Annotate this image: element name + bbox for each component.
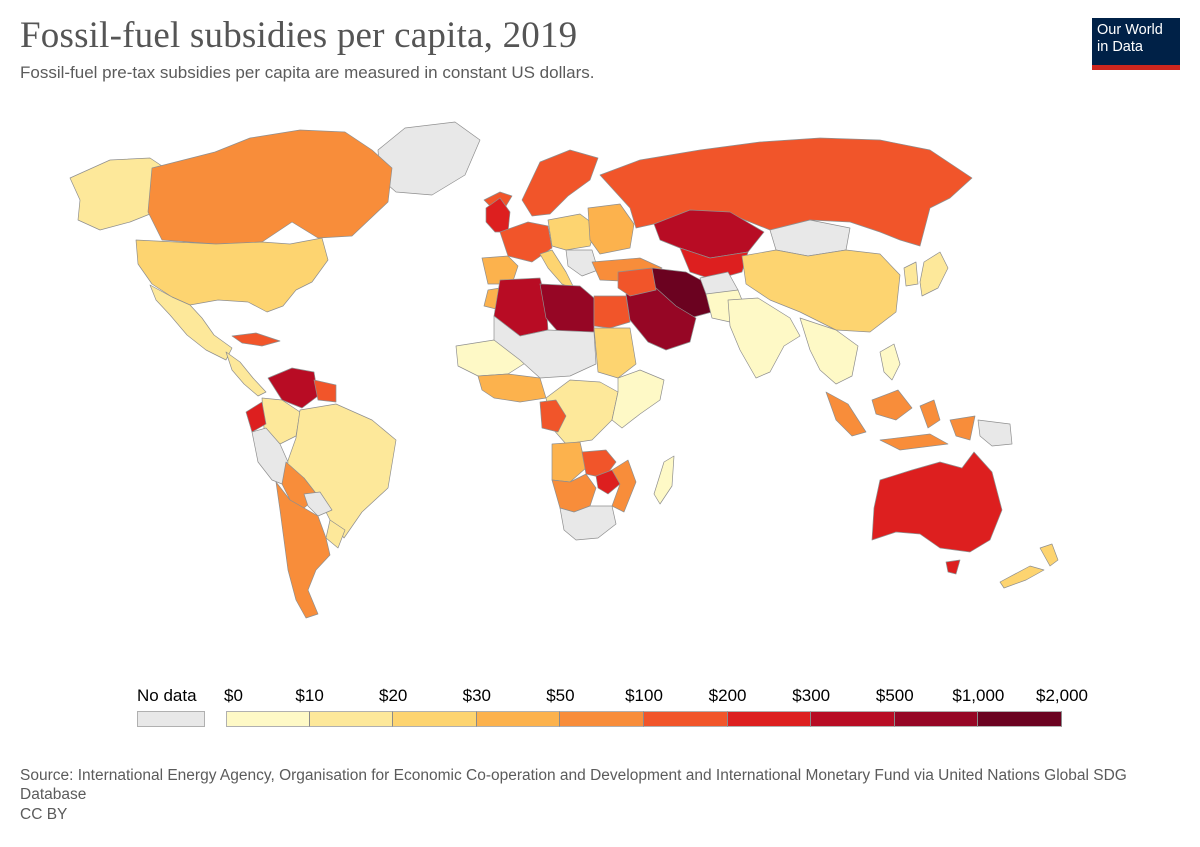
chart-title: Fossil-fuel subsidies per capita, 2019	[20, 15, 578, 56]
logo-line-1: Our World	[1097, 22, 1163, 38]
region-india[interactable]	[727, 297, 801, 379]
region-argentina-chile[interactable]	[275, 481, 331, 619]
region-uruguay[interactable]	[325, 519, 346, 549]
region-mozambique[interactable]	[611, 459, 637, 513]
region-central-europe[interactable]	[547, 213, 597, 251]
region-central-asia[interactable]	[679, 247, 749, 281]
region-eastern-europe[interactable]	[587, 203, 635, 255]
legend-bin[interactable]	[309, 711, 394, 727]
region-balkans[interactable]	[565, 249, 599, 277]
world-map	[69, 121, 1059, 619]
legend-tick-label: $100	[625, 686, 663, 705]
legend-bin[interactable]	[393, 711, 477, 727]
region-madagascar[interactable]	[653, 455, 675, 505]
legend-no-data-label: No data	[137, 686, 197, 705]
legend-tick-label: $50	[546, 686, 575, 705]
region-west-africa[interactable]	[477, 373, 547, 403]
legend-bin[interactable]	[727, 711, 812, 727]
region-egypt[interactable]	[593, 295, 631, 329]
owid-logo[interactable]: Our World in Data	[1092, 18, 1180, 70]
legend-tick-label: $10	[295, 686, 324, 705]
legend-bin[interactable]	[476, 711, 561, 727]
region-zambia[interactable]	[581, 449, 617, 479]
region-greenland[interactable]	[377, 121, 481, 196]
region-paraguay[interactable]	[303, 491, 333, 517]
region-gabon-congo[interactable]	[539, 399, 567, 433]
region-angola[interactable]	[551, 441, 587, 483]
region-southeast-asia[interactable]	[799, 317, 859, 385]
region-guyana-suriname[interactable]	[313, 379, 337, 403]
legend-tick-label: $30	[462, 686, 491, 705]
legend-tick-label: $500	[875, 686, 914, 705]
legend-bin[interactable]	[978, 711, 1062, 727]
region-usa[interactable]	[135, 237, 329, 313]
region-china[interactable]	[741, 249, 901, 333]
region-central-america[interactable]	[225, 351, 267, 397]
region-australia[interactable]	[871, 451, 1003, 575]
legend-tick-label: $200	[708, 686, 747, 705]
region-philippines[interactable]	[879, 343, 901, 381]
region-mali-niger-chad[interactable]	[493, 315, 597, 379]
legend-tick-label: $0	[224, 686, 243, 705]
region-saudi-gulf[interactable]	[625, 287, 697, 351]
chart-subtitle: Fossil-fuel pre-tax subsidies per capita…	[20, 63, 595, 82]
logo-line-2: in Data	[1097, 39, 1143, 55]
legend-tick-label: $2,000	[1036, 686, 1088, 705]
region-korea-japan[interactable]	[903, 251, 949, 297]
region-alaska[interactable]	[69, 157, 166, 231]
region-iraq-levant[interactable]	[617, 267, 657, 297]
region-east-africa[interactable]	[611, 369, 665, 429]
legend-bin[interactable]	[644, 711, 728, 727]
legend-tick-label: $20	[379, 686, 408, 705]
legend-no-data-swatch[interactable]	[137, 711, 205, 727]
legend-tick-label: $1,000	[952, 686, 1005, 705]
region-scandinavia[interactable]	[521, 149, 599, 217]
legend-bin[interactable]	[894, 711, 979, 727]
region-png[interactable]	[977, 419, 1013, 447]
region-cuba[interactable]	[231, 332, 281, 347]
region-iberia[interactable]	[481, 255, 519, 285]
license-note: CC BY	[20, 806, 68, 823]
legend-bin[interactable]	[560, 711, 644, 727]
region-zimbabwe[interactable]	[595, 469, 621, 495]
region-south-africa[interactable]	[559, 505, 617, 541]
legend-bin[interactable]	[226, 711, 310, 727]
region-indonesia[interactable]	[825, 389, 976, 451]
region-new-zealand[interactable]	[999, 543, 1059, 589]
legend-tick-label: $300	[792, 686, 831, 705]
logo-accent-bar	[1092, 65, 1180, 70]
legend-bin[interactable]	[811, 711, 895, 727]
region-sudan[interactable]	[593, 327, 637, 379]
source-note: Source: International Energy Agency, Org…	[20, 767, 1127, 803]
region-ecuador[interactable]	[245, 401, 267, 433]
region-canada[interactable]	[147, 129, 393, 245]
